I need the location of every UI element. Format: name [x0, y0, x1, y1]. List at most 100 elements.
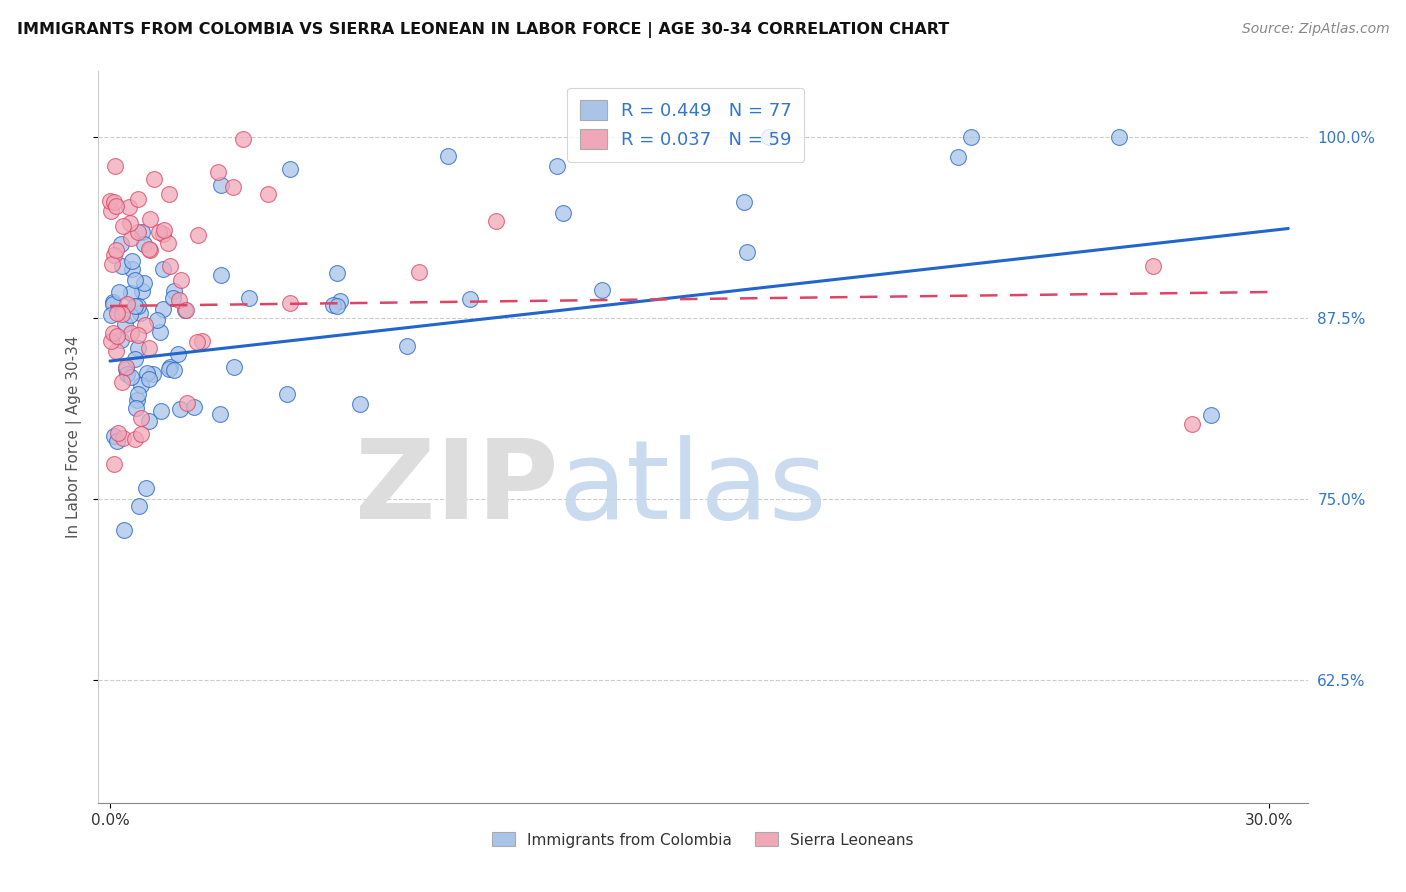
Point — [436, 149, 458, 163]
Point — [129, 426, 152, 441]
Point — [167, 347, 190, 361]
Point — [458, 292, 481, 306]
Point — [159, 259, 181, 273]
Point — [256, 186, 278, 201]
Point — [138, 341, 160, 355]
Point — [124, 432, 146, 446]
Point — [125, 392, 148, 407]
Point — [111, 307, 134, 321]
Point — [134, 276, 156, 290]
Point — [139, 243, 162, 257]
Point — [150, 403, 173, 417]
Point — [114, 317, 136, 331]
Point — [121, 253, 143, 268]
Point — [141, 367, 163, 381]
Point — [129, 306, 152, 320]
Point — [111, 259, 134, 273]
Point — [111, 375, 134, 389]
Point — [105, 344, 128, 359]
Point — [551, 205, 574, 219]
Text: ZIP: ZIP — [354, 434, 558, 541]
Point — [112, 431, 135, 445]
Point — [107, 426, 129, 441]
Point — [946, 150, 969, 164]
Point — [110, 333, 132, 347]
Text: Source: ZipAtlas.com: Source: ZipAtlas.com — [1241, 22, 1389, 37]
Point — [120, 285, 142, 300]
Point — [114, 523, 136, 537]
Point — [157, 186, 180, 201]
Point — [129, 378, 152, 392]
Point — [125, 401, 148, 416]
Point — [735, 245, 758, 260]
Point — [143, 172, 166, 186]
Point — [131, 285, 153, 299]
Point — [157, 361, 180, 376]
Point — [546, 159, 568, 173]
Point — [153, 223, 176, 237]
Point — [120, 231, 142, 245]
Point — [110, 237, 132, 252]
Point — [131, 225, 153, 239]
Point — [100, 194, 122, 208]
Point — [104, 199, 127, 213]
Point — [124, 299, 146, 313]
Point — [100, 308, 122, 322]
Point — [162, 363, 184, 377]
Point — [127, 328, 149, 343]
Point — [187, 227, 209, 242]
Point — [222, 359, 245, 374]
Point — [103, 295, 125, 310]
Point — [101, 326, 124, 340]
Point — [120, 326, 142, 340]
Point — [138, 243, 160, 257]
Point — [108, 285, 131, 299]
Point — [103, 458, 125, 472]
Point — [135, 481, 157, 495]
Point — [209, 268, 232, 282]
Point — [208, 407, 231, 421]
Point — [124, 273, 146, 287]
Point — [111, 219, 134, 234]
Point — [127, 225, 149, 239]
Point — [349, 397, 371, 411]
Point — [115, 296, 138, 310]
Point — [1142, 259, 1164, 273]
Point — [103, 195, 125, 210]
Point — [129, 410, 152, 425]
Point — [278, 295, 301, 310]
Point — [114, 361, 136, 376]
Point — [758, 129, 780, 144]
Point — [104, 159, 127, 173]
Y-axis label: In Labor Force | Age 30-34: In Labor Force | Age 30-34 — [66, 335, 83, 539]
Point — [120, 308, 142, 322]
Point — [276, 387, 298, 401]
Point — [139, 212, 162, 227]
Point — [395, 339, 418, 353]
Point — [101, 296, 124, 310]
Point — [128, 386, 150, 401]
Point — [485, 214, 508, 228]
Point — [1181, 417, 1204, 431]
Point — [1199, 408, 1222, 422]
Point — [134, 236, 156, 251]
Point — [127, 192, 149, 206]
Point — [176, 396, 198, 410]
Point — [100, 203, 122, 218]
Point — [145, 312, 167, 326]
Point — [117, 368, 139, 382]
Point — [103, 247, 125, 261]
Point — [105, 434, 128, 449]
Point — [105, 329, 128, 343]
Point — [127, 341, 149, 355]
Point — [120, 216, 142, 230]
Point — [207, 165, 229, 179]
Point — [138, 414, 160, 428]
Point — [159, 360, 181, 375]
Text: atlas: atlas — [558, 434, 827, 541]
Point — [105, 306, 128, 320]
Point — [280, 161, 302, 176]
Point — [326, 266, 349, 280]
Point — [169, 402, 191, 417]
Point — [326, 299, 349, 313]
